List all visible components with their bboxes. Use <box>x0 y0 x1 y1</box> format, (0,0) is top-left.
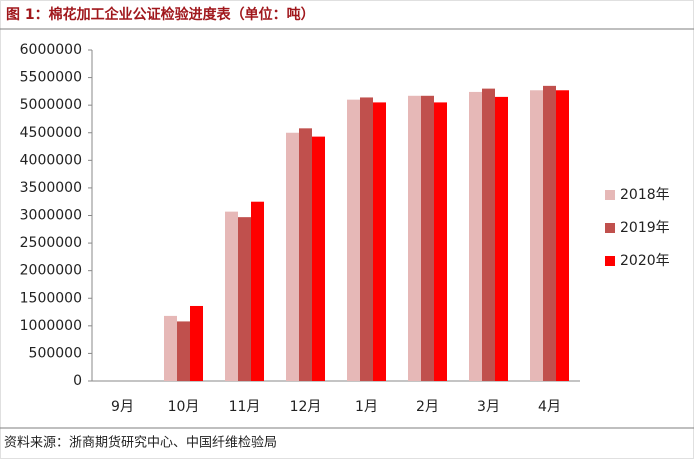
legend-label: 2020年 <box>620 253 670 269</box>
bar <box>408 95 421 381</box>
y-tick-label: 6000000 <box>20 42 82 58</box>
legend-label: 2019年 <box>620 220 670 236</box>
x-tick-label: 2月 <box>416 399 439 415</box>
bar <box>312 136 325 381</box>
bar <box>434 102 447 382</box>
bar <box>495 96 508 382</box>
bar <box>543 85 556 381</box>
bar <box>421 95 434 381</box>
y-tick-label: 5000000 <box>20 97 82 113</box>
bar <box>251 201 264 381</box>
x-tick-label: 11月 <box>229 399 261 415</box>
x-tick-label: 3月 <box>477 399 500 415</box>
bar <box>286 132 299 381</box>
bar <box>373 102 386 382</box>
x-tick-label: 4月 <box>538 399 561 415</box>
bar <box>556 90 569 381</box>
bar <box>347 99 360 382</box>
x-tick-label: 9月 <box>111 399 134 415</box>
x-tick-label: 10月 <box>168 399 200 415</box>
x-tick-label: 12月 <box>290 399 322 415</box>
y-tick-label: 4500000 <box>20 125 82 141</box>
bar <box>177 321 190 381</box>
y-tick-label: 5500000 <box>20 70 82 86</box>
bar <box>530 90 543 381</box>
y-tick-label: 500000 <box>29 345 82 361</box>
legend-swatch <box>605 256 615 266</box>
chart-title: 图 1：棉花加工企业公证检验进度表（单位：吨） <box>6 6 315 23</box>
source: 资料来源：浙商期货研究中心、中国纤维检验局 <box>4 435 277 451</box>
legend-label: 2018年 <box>620 187 670 203</box>
bar <box>469 91 482 381</box>
bar <box>482 88 495 381</box>
y-tick-label: 1000000 <box>20 318 82 334</box>
y-tick-label: 1500000 <box>20 290 82 306</box>
bar <box>225 211 238 381</box>
x-tick-label: 1月 <box>355 399 378 415</box>
y-tick-label: 4000000 <box>20 152 82 168</box>
y-tick-label: 2500000 <box>20 235 82 251</box>
bar <box>360 97 373 382</box>
y-tick-label: 0 <box>73 373 82 389</box>
y-tick-label: 3000000 <box>20 208 82 224</box>
bar <box>190 305 203 381</box>
bar <box>299 128 312 381</box>
legend-swatch <box>605 223 615 233</box>
legend-swatch <box>605 190 615 200</box>
bar <box>238 217 251 381</box>
y-tick-label: 3500000 <box>20 180 82 196</box>
y-tick-label: 2000000 <box>20 263 82 279</box>
bar <box>164 315 177 381</box>
